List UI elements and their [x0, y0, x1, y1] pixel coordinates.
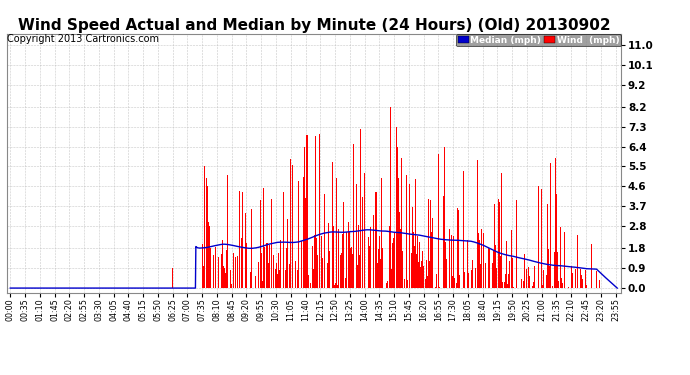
- Title: Wind Speed Actual and Median by Minute (24 Hours) (Old) 20130902: Wind Speed Actual and Median by Minute (…: [18, 18, 610, 33]
- Legend: Median (mph), Wind  (mph): Median (mph), Wind (mph): [456, 34, 621, 46]
- Text: Copyright 2013 Cartronics.com: Copyright 2013 Cartronics.com: [7, 34, 159, 44]
